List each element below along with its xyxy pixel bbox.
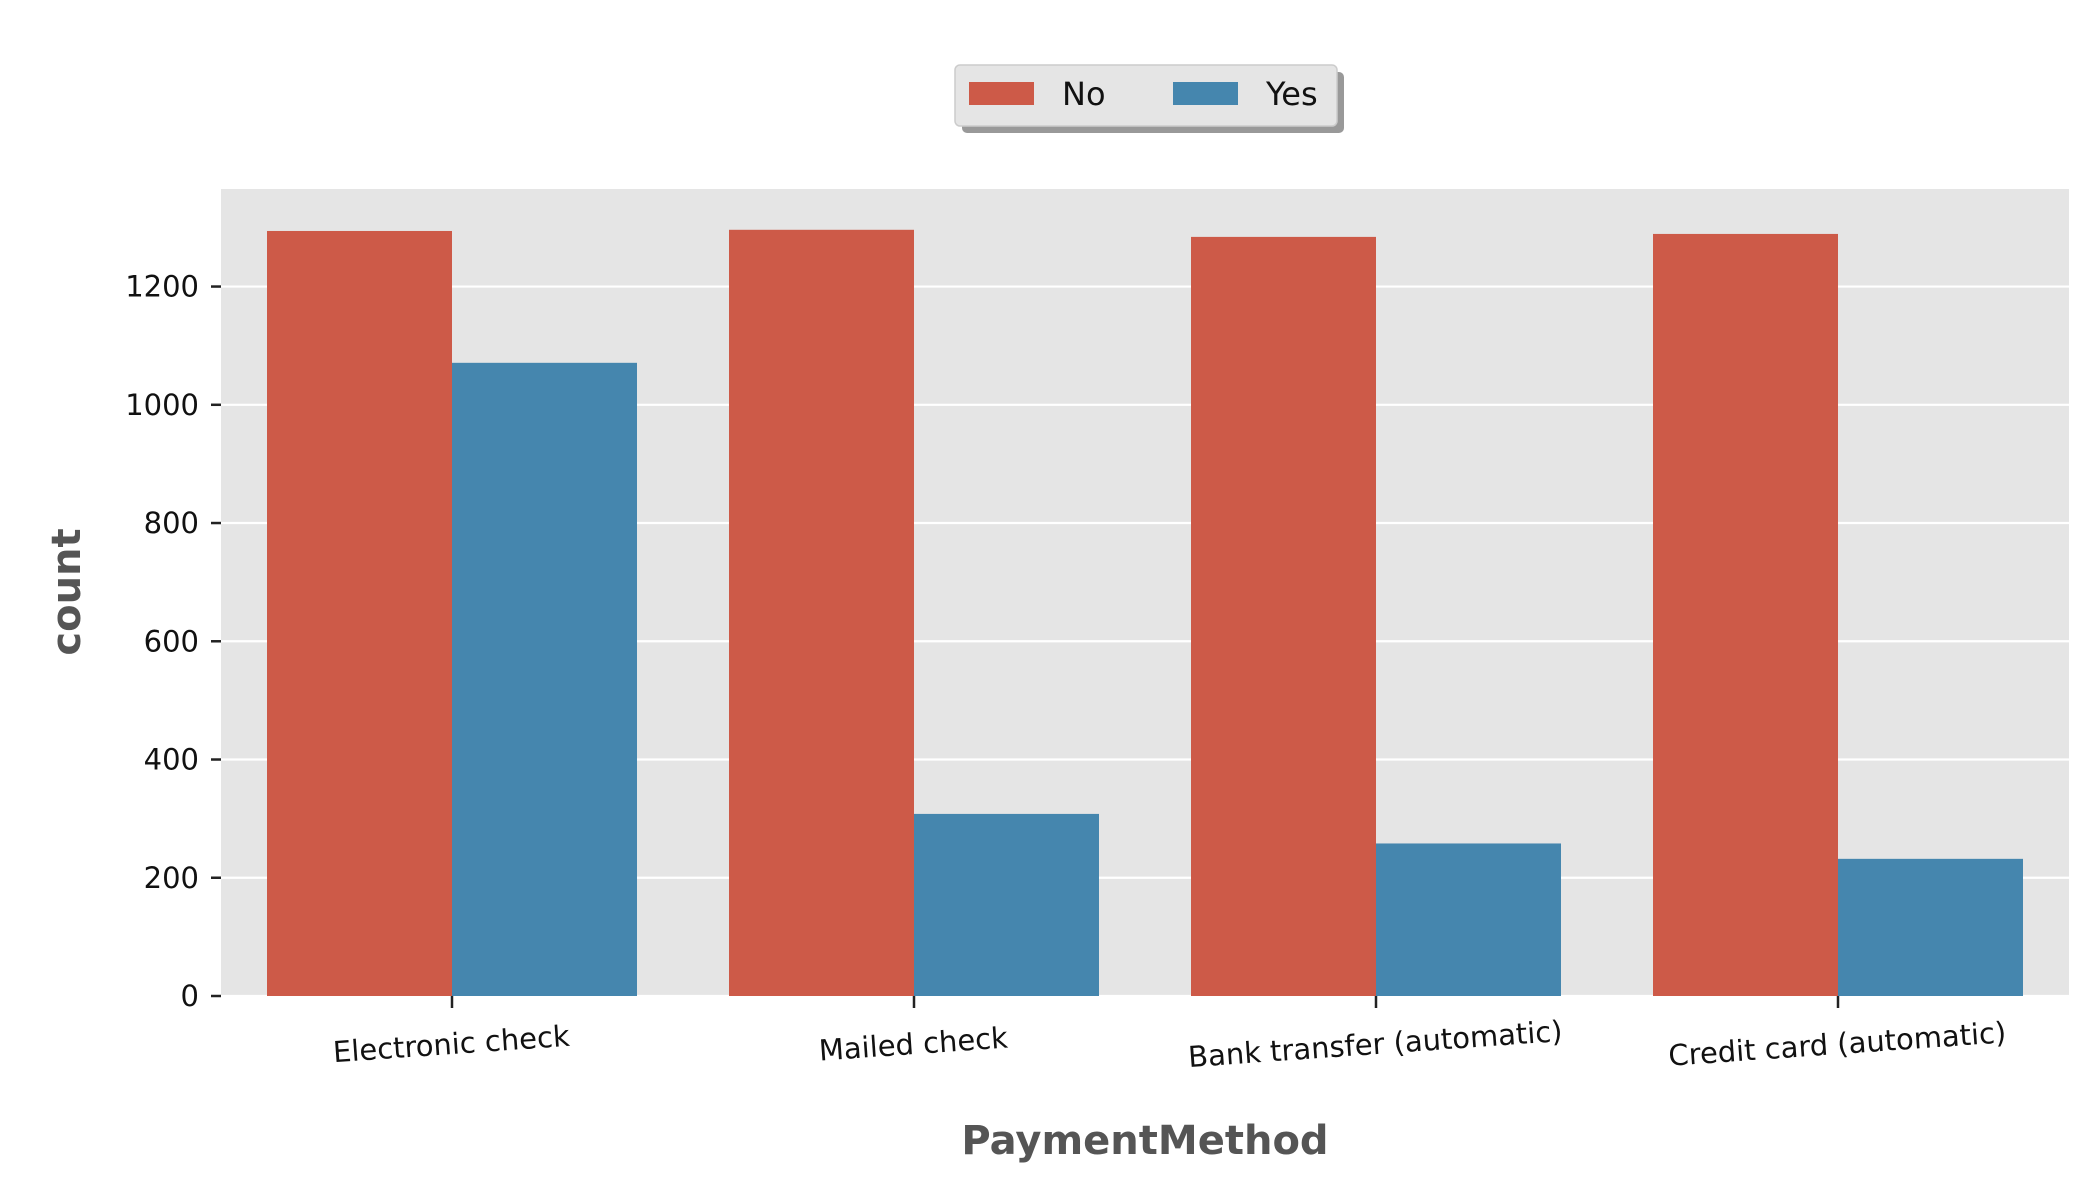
legend-label-no: No bbox=[1062, 75, 1106, 113]
y-axis: 0 200 400 600 800 1000 1200 bbox=[125, 270, 221, 1013]
legend-frame bbox=[954, 64, 1338, 127]
y-tick-label-200: 200 bbox=[144, 861, 199, 895]
legend-swatch-yes bbox=[1173, 82, 1238, 105]
legend: No Yes bbox=[954, 64, 1344, 133]
y-tick-label-0: 0 bbox=[181, 979, 199, 1013]
bar-yes-2 bbox=[1376, 843, 1561, 996]
y-tick-label-1000: 1000 bbox=[125, 388, 199, 422]
y-axis-title: count bbox=[44, 528, 90, 655]
bar-yes-0 bbox=[452, 362, 637, 996]
y-tick-label-600: 600 bbox=[144, 624, 199, 658]
bars bbox=[267, 229, 2023, 997]
bar-yes-1 bbox=[914, 813, 1099, 996]
x-axis-title: PaymentMethod bbox=[961, 1118, 1328, 1164]
bar-no-2 bbox=[1191, 236, 1376, 996]
bar-no-0 bbox=[267, 230, 452, 996]
legend-swatch-no bbox=[969, 82, 1034, 105]
y-tick-label-1200: 1200 bbox=[125, 270, 199, 304]
x-axis: Electronic check Mailed check Bank transfe… bbox=[332, 996, 2007, 1074]
bar-no-3 bbox=[1653, 233, 1838, 996]
x-tick-label-3: Credit card (automatic) bbox=[1667, 1015, 2007, 1073]
x-tick-label-0: Electronic check bbox=[332, 1019, 571, 1069]
y-tick-label-400: 400 bbox=[144, 743, 199, 777]
y-tick-label-800: 800 bbox=[144, 506, 199, 540]
x-tick-label-2: Bank transfer (automatic) bbox=[1187, 1014, 1564, 1074]
bar-no-1 bbox=[729, 229, 914, 997]
legend-label-yes: Yes bbox=[1265, 75, 1318, 113]
x-tick-label-1: Mailed check bbox=[818, 1020, 1009, 1067]
bar-yes-3 bbox=[1838, 858, 2023, 996]
